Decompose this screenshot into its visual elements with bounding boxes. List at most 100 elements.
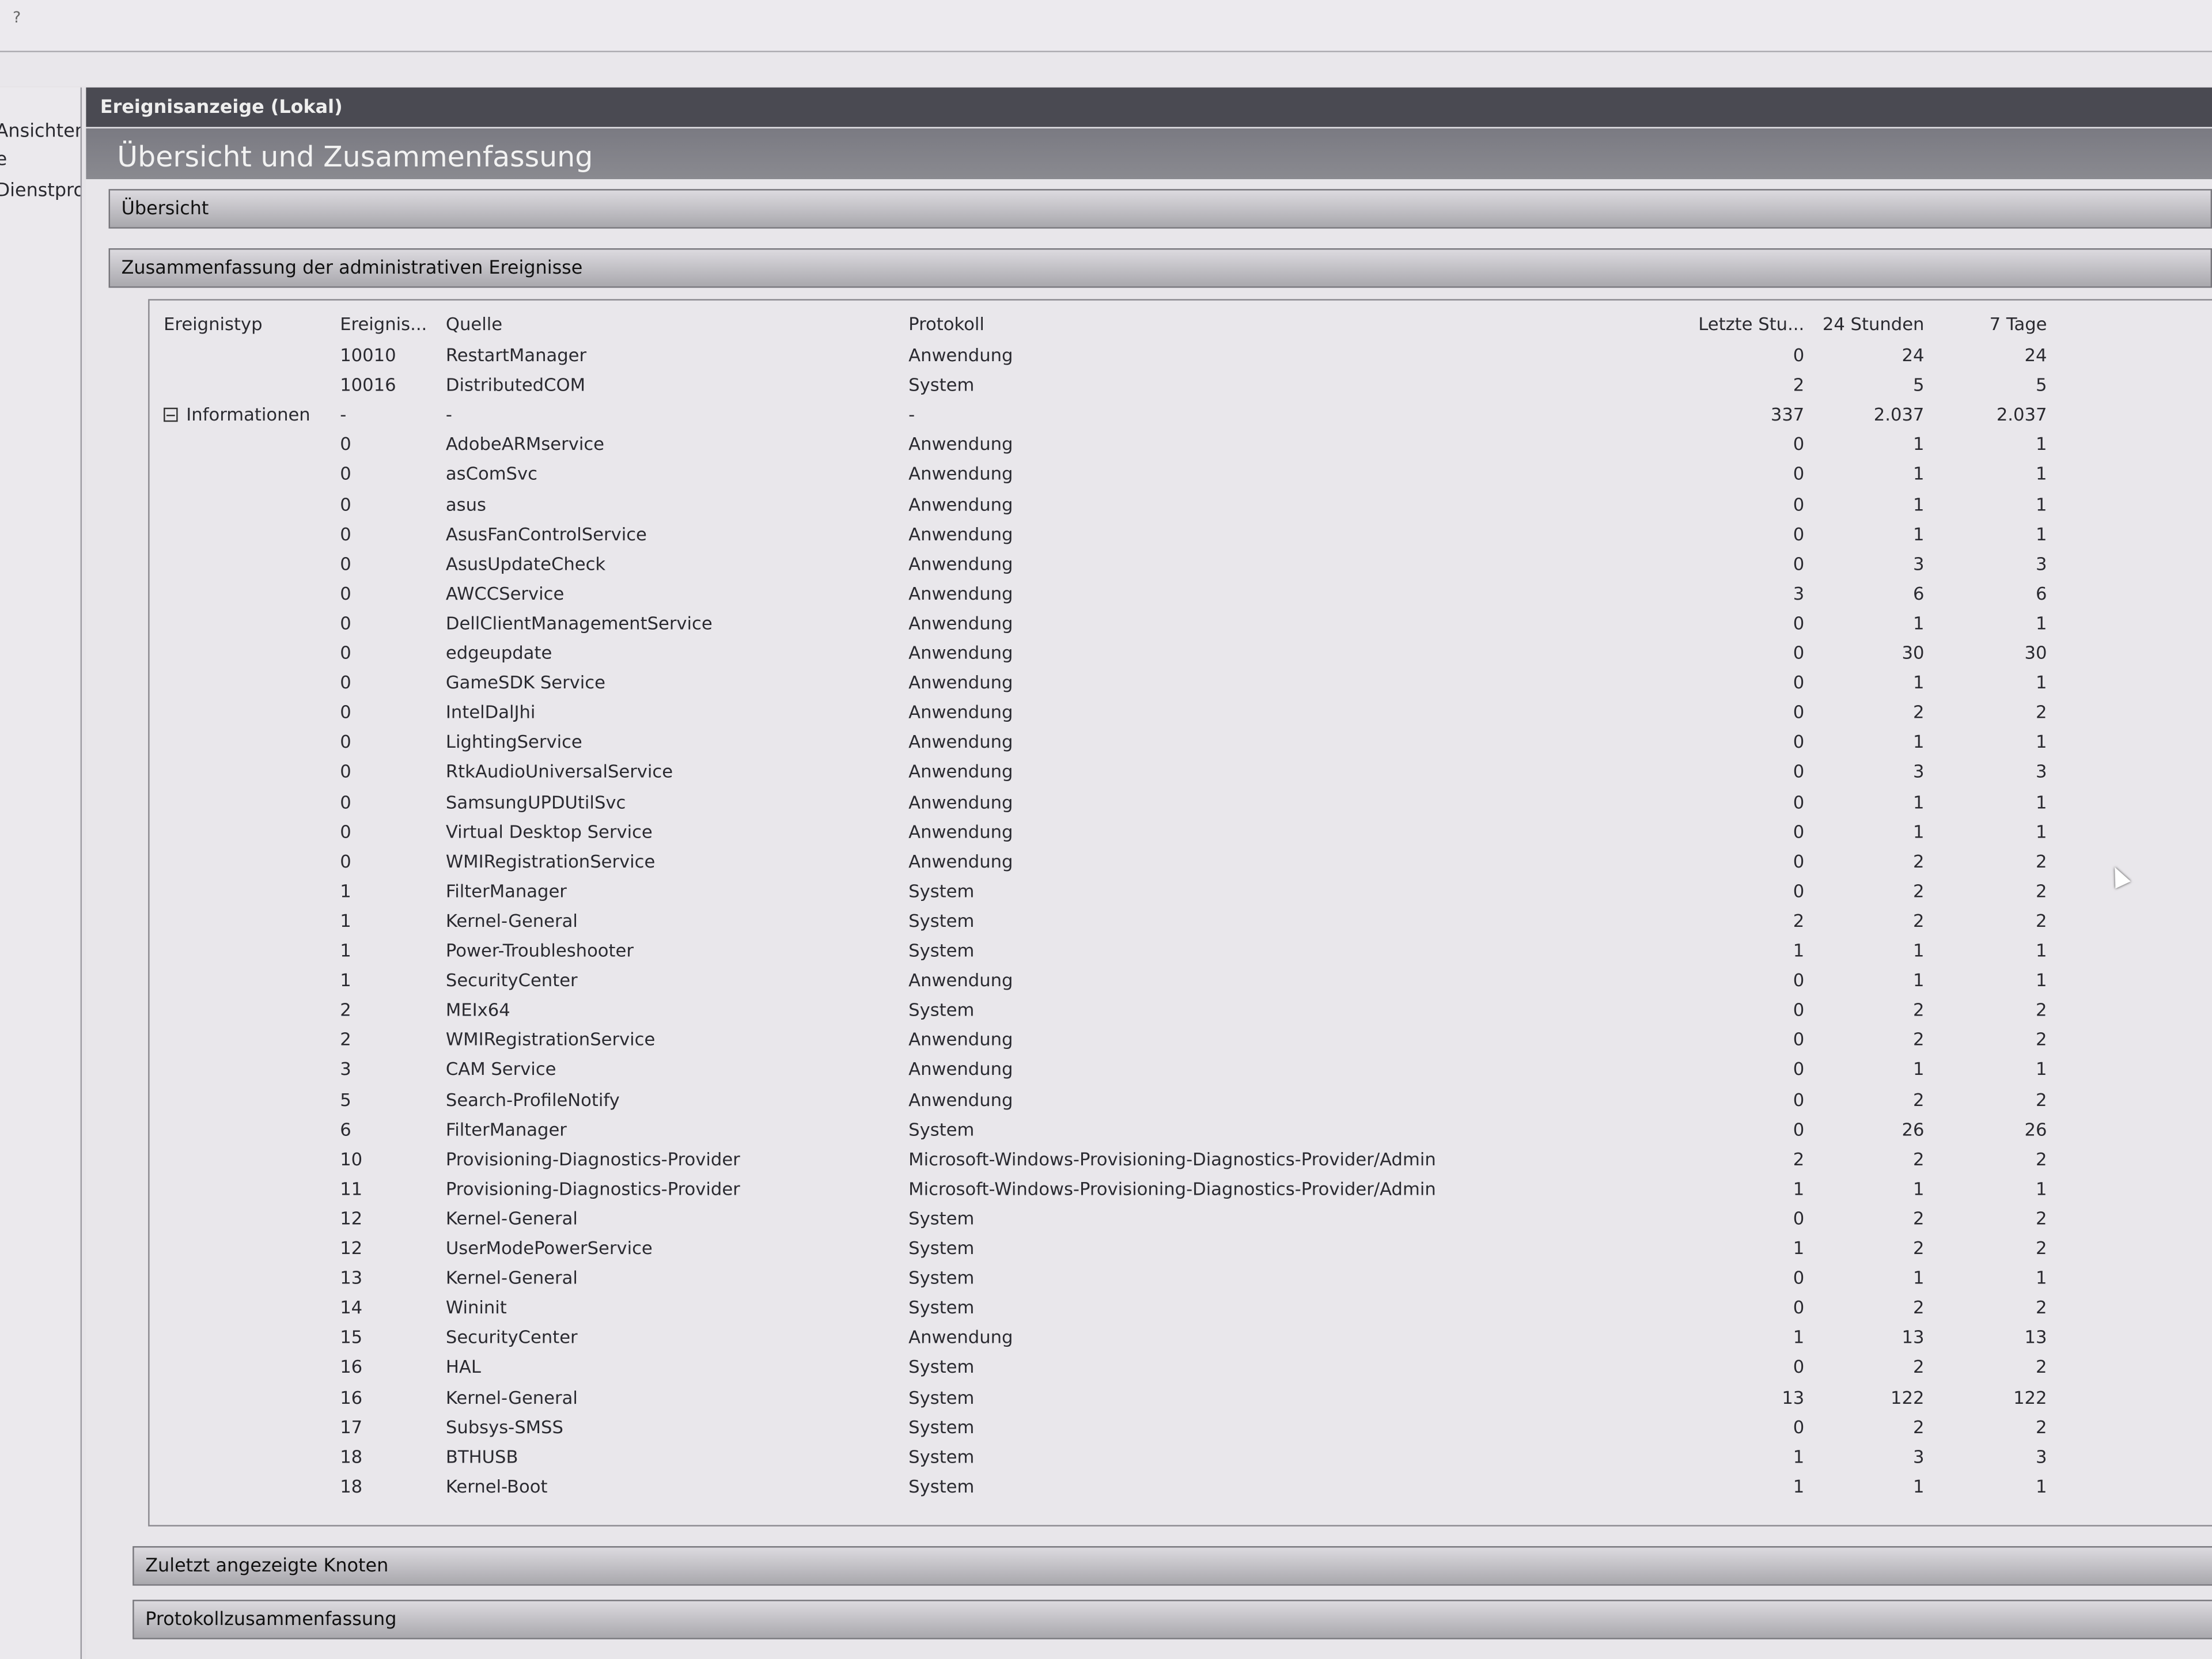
cell-24-hours: 6 xyxy=(1912,582,1925,604)
table-row[interactable]: Informationen - - - 337 2.037 2.037 xyxy=(150,400,2212,429)
event-type-label: Informationen xyxy=(186,403,310,425)
cell-log: Anwendung xyxy=(908,820,1013,842)
section-admin-events-summary[interactable]: Zusammenfassung der administrativen Erei… xyxy=(108,248,2212,288)
collapse-icon[interactable] xyxy=(164,408,178,422)
table-row[interactable]: 13 Kernel-General System 0 1 1 xyxy=(150,1263,2212,1292)
table-row[interactable]: 0 GameSDK Service Anwendung 0 1 1 xyxy=(150,668,2212,697)
cell-event-id: 2 xyxy=(340,999,351,1021)
cell-last-hour: 0 xyxy=(1793,1058,1805,1080)
col-header-last-hour[interactable]: Letzte Stu... xyxy=(1698,313,1805,335)
col-header-source[interactable]: Quelle xyxy=(445,313,503,335)
cell-event-id: 0 xyxy=(340,463,351,484)
cell-log: System xyxy=(908,880,975,902)
cell-24-hours: 2 xyxy=(1912,1237,1925,1259)
cell-last-hour: 1 xyxy=(1793,1445,1805,1467)
help-menu[interactable]: ? xyxy=(13,8,21,27)
cell-event-id: 0 xyxy=(340,701,351,723)
table-row[interactable]: 0 Virtual Desktop Service Anwendung 0 1 1 xyxy=(150,816,2212,846)
cell-24-hours: 1 xyxy=(1912,820,1925,842)
nav-item-service-logs[interactable]: Dienstpro xyxy=(0,180,82,202)
table-row[interactable]: 0 WMIRegistrationService Anwendung 0 2 2 xyxy=(150,846,2212,876)
cell-last-hour: 0 xyxy=(1793,552,1805,574)
table-row[interactable]: 16 Kernel-General System 13 122 122 xyxy=(150,1382,2212,1411)
cell-source: MEIx64 xyxy=(445,999,510,1021)
cell-24-hours: 1 xyxy=(1912,433,1925,455)
cell-event-id: 18 xyxy=(340,1445,363,1467)
cell-source: SamsungUPDUtilSvc xyxy=(445,790,626,812)
cell-last-hour: 0 xyxy=(1793,969,1805,991)
cell-log: System xyxy=(908,1118,975,1139)
table-row[interactable]: 0 IntelDalJhi Anwendung 0 2 2 xyxy=(150,697,2212,726)
table-row[interactable]: 5 Search-ProfileNotify Anwendung 0 2 2 xyxy=(150,1084,2212,1113)
col-header-24-hours[interactable]: 24 Stunden xyxy=(1822,313,1925,335)
cell-24-hours: 2 xyxy=(1912,850,1925,872)
table-row[interactable]: 14 Wininit System 0 2 2 xyxy=(150,1293,2212,1322)
cell-24-hours: 2 xyxy=(1912,910,1925,931)
table-row[interactable]: 0 RtkAudioUniversalService Anwendung 0 3 3 xyxy=(150,757,2212,786)
cell-source: Kernel-General xyxy=(445,910,578,931)
cell-event-id: 16 xyxy=(340,1356,363,1378)
table-row[interactable]: 0 SamsungUPDUtilSvc Anwendung 0 1 1 xyxy=(150,786,2212,816)
table-row[interactable]: 0 AsusUpdateCheck Anwendung 0 3 3 xyxy=(150,548,2212,578)
table-row[interactable]: 17 Subsys-SMSS System 0 2 2 xyxy=(150,1411,2212,1441)
table-row[interactable]: 2 MEIx64 System 0 2 2 xyxy=(150,995,2212,1024)
table-row[interactable]: 10016 DistributedCOM System 2 5 5 xyxy=(150,370,2212,399)
nav-item[interactable]: e xyxy=(0,150,7,171)
cell-last-hour: 0 xyxy=(1793,1118,1805,1139)
table-row[interactable]: 1 Power-Troubleshooter System 1 1 1 xyxy=(150,935,2212,965)
col-header-log[interactable]: Protokoll xyxy=(908,313,984,335)
table-row[interactable]: 12 Kernel-General System 0 2 2 xyxy=(150,1203,2212,1233)
cell-log: - xyxy=(908,403,915,425)
table-row[interactable]: 18 BTHUSB System 1 3 3 xyxy=(150,1441,2212,1471)
cell-7-days: 1 xyxy=(2036,612,2047,634)
table-row[interactable]: 11 Provisioning-Diagnostics-Provider Micro… xyxy=(150,1173,2212,1203)
table-row[interactable]: 12 UserModePowerService System 1 2 2 xyxy=(150,1233,2212,1262)
section-log-summary[interactable]: Protokollzusammenfassung xyxy=(132,1600,2212,1639)
cell-24-hours: 3 xyxy=(1912,760,1925,782)
cell-7-days: 1 xyxy=(2036,820,2047,842)
col-header-event-type[interactable]: Ereignistyp xyxy=(164,313,263,335)
cell-event-id: 0 xyxy=(340,642,351,664)
cell-24-hours: 2 xyxy=(1912,880,1925,902)
table-row[interactable]: 0 edgeupdate Anwendung 0 30 30 xyxy=(150,638,2212,667)
table-row[interactable]: 0 LightingService Anwendung 0 1 1 xyxy=(150,727,2212,756)
cell-log: Anwendung xyxy=(908,433,1013,455)
table-row[interactable]: 1 FilterManager System 0 2 2 xyxy=(150,876,2212,905)
menu-bar: ? xyxy=(0,0,2212,52)
section-recent-nodes[interactable]: Zuletzt angezeigte Knoten xyxy=(132,1546,2212,1586)
cell-24-hours: 1 xyxy=(1912,1267,1925,1289)
table-row[interactable]: 1 Kernel-General System 2 2 2 xyxy=(150,906,2212,935)
cell-log: Anwendung xyxy=(908,850,1013,872)
table-row[interactable]: 2 WMIRegistrationService Anwendung 0 2 2 xyxy=(150,1025,2212,1054)
table-row[interactable]: 16 HAL System 0 2 2 xyxy=(150,1352,2212,1381)
table-row[interactable]: 1 SecurityCenter Anwendung 0 1 1 xyxy=(150,965,2212,994)
cell-event-id: 12 xyxy=(340,1237,363,1259)
table-row[interactable]: 0 asComSvc Anwendung 0 1 1 xyxy=(150,459,2212,488)
cell-24-hours: 2 xyxy=(1912,1147,1925,1169)
cell-source: Wininit xyxy=(445,1297,507,1318)
cell-log: Anwendung xyxy=(908,969,1013,991)
table-row[interactable]: 18 Kernel-Boot System 1 1 1 xyxy=(150,1471,2212,1501)
table-row[interactable]: 6 FilterManager System 0 26 26 xyxy=(150,1114,2212,1143)
table-row[interactable]: 0 asus Anwendung 0 1 1 xyxy=(150,489,2212,518)
cell-source: RestartManager xyxy=(445,344,587,366)
cell-log: System xyxy=(908,1267,975,1289)
table-row[interactable]: 0 DellClientManagementService Anwendung 0 1 1 xyxy=(150,608,2212,637)
table-row[interactable]: 0 AWCCService Anwendung 3 6 6 xyxy=(150,578,2212,608)
table-row[interactable]: 0 AdobeARMservice Anwendung 0 1 1 xyxy=(150,429,2212,459)
nav-item-views[interactable]: Ansichten xyxy=(0,121,82,143)
cell-7-days: 1 xyxy=(2036,969,2047,991)
cell-source: AsusFanControlService xyxy=(445,522,647,544)
cell-last-hour: 337 xyxy=(1770,403,1805,425)
col-header-7-days[interactable]: 7 Tage xyxy=(1989,313,2047,335)
cell-7-days: 1 xyxy=(2036,731,2047,753)
table-row[interactable]: 10010 RestartManager Anwendung 0 24 24 xyxy=(150,340,2212,369)
table-row[interactable]: 10 Provisioning-Diagnostics-Provider Micro… xyxy=(150,1143,2212,1173)
cell-source: Kernel-Boot xyxy=(445,1475,548,1497)
section-overview[interactable]: Übersicht xyxy=(108,189,2212,229)
table-row[interactable]: 3 CAM Service Anwendung 0 1 1 xyxy=(150,1054,2212,1084)
col-header-event-id[interactable]: Ereignis... xyxy=(340,313,427,335)
table-row[interactable]: 0 AsusFanControlService Anwendung 0 1 1 xyxy=(150,518,2212,548)
cell-source: Provisioning-Diagnostics-Provider xyxy=(445,1147,740,1169)
table-row[interactable]: 15 SecurityCenter Anwendung 1 13 13 xyxy=(150,1322,2212,1351)
